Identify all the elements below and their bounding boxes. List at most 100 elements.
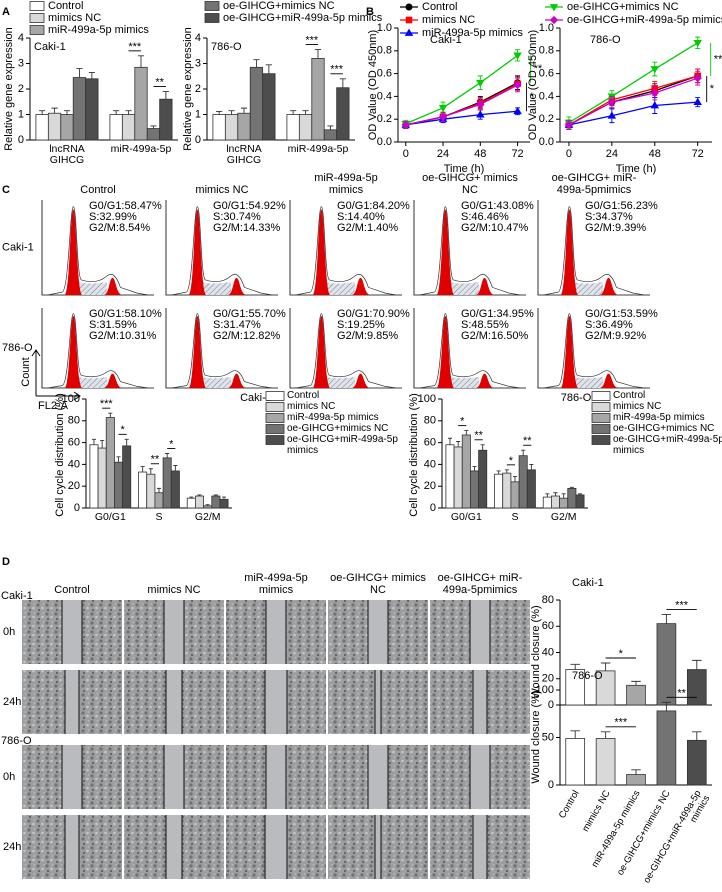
bar <box>461 434 471 509</box>
data-point <box>650 101 660 109</box>
error-bar <box>480 444 485 451</box>
series-line <box>568 77 698 126</box>
legend-label: mimics NC <box>422 14 475 26</box>
s-phase-area <box>572 376 603 388</box>
error-bar <box>216 110 223 115</box>
significance-label: ** <box>534 63 543 75</box>
cell-cycle-stat: S:31.59% <box>89 319 137 331</box>
bar <box>336 87 350 141</box>
y-tick-label: 1 <box>195 108 201 120</box>
chart-title: 786-O <box>590 34 621 46</box>
wound-edge <box>367 600 389 664</box>
error-bar <box>561 493 566 499</box>
wound-gap <box>368 600 388 664</box>
y-axis-label: OD Value (OD 450nm) <box>367 30 379 140</box>
x-axis-label: Time (h) <box>616 163 657 175</box>
legend-label: oe-GIHCG+miR-499a-5p mimics <box>567 14 722 26</box>
cell-cycle-stat: G0/G1:43.08% <box>461 200 534 212</box>
x-tick-label: 0 <box>403 148 409 160</box>
cell-cycle-stat: S:19.25% <box>337 319 385 331</box>
bar <box>286 114 300 141</box>
bar <box>510 481 520 509</box>
bar <box>551 495 560 509</box>
x-axis-label: Time (h) <box>444 163 485 175</box>
s-phase-area <box>324 281 355 295</box>
wound-edge <box>472 670 488 734</box>
wound-gap <box>470 745 490 809</box>
y-axis-label: Count <box>20 357 32 386</box>
bar <box>224 114 239 141</box>
g2-peak <box>599 373 619 388</box>
error-bar <box>464 430 469 435</box>
series-line <box>405 82 518 126</box>
wound-edge <box>165 670 183 734</box>
error-bar <box>165 453 170 458</box>
y-tick-label: 3 <box>18 57 24 69</box>
wound-gap <box>266 600 286 664</box>
y-tick-label: 0.8 <box>377 45 392 57</box>
cell-cycle-stat: G0/G1:54.92% <box>213 200 286 212</box>
bar <box>114 461 123 509</box>
x-tick-label: 24 <box>437 148 449 160</box>
error-bar <box>631 680 641 686</box>
data-point <box>693 97 702 105</box>
error-bar <box>189 496 194 499</box>
wound-gap <box>265 815 287 879</box>
g1-peak <box>312 316 331 388</box>
error-bar <box>570 730 580 739</box>
g1-peak <box>312 209 331 295</box>
legend-label: oe-GIHCG+mimics NC <box>613 423 715 434</box>
wound-edge <box>472 815 488 879</box>
y-tick-label: 0.0 <box>539 136 554 148</box>
bar <box>656 623 677 706</box>
group-label: Caki-1 <box>1 590 33 602</box>
data-point <box>476 79 485 88</box>
significance-label: * <box>169 438 174 450</box>
error-bar <box>447 437 453 445</box>
error-bar <box>521 449 526 456</box>
histogram-outline <box>171 313 273 389</box>
significance-label: *** <box>614 717 628 729</box>
bar <box>565 738 586 786</box>
y-tick-label: 4 <box>18 32 24 44</box>
s-phase-area <box>76 281 107 295</box>
wound-edge <box>64 815 80 879</box>
bar <box>60 114 74 141</box>
bar <box>170 470 180 509</box>
y-tick-label: 2 <box>18 83 24 95</box>
g2-peak <box>475 277 495 295</box>
cell-cycle-stat: G0/G1:58.10% <box>89 308 162 320</box>
bar <box>542 496 552 509</box>
wound-edge <box>61 600 83 664</box>
data-point <box>650 66 660 74</box>
legend-label: mimics NC <box>48 12 101 24</box>
error-bar <box>213 494 218 497</box>
g1-peak <box>188 316 207 388</box>
bar <box>445 444 455 509</box>
chart-title: 786-O <box>561 392 592 404</box>
y-tick-label: 20 <box>542 673 554 685</box>
error-bar <box>88 71 95 79</box>
wound-edge <box>64 670 80 734</box>
error-bar <box>108 412 113 418</box>
chart-title: 786-O <box>572 670 603 682</box>
y-tick-label: 0.4 <box>377 90 392 102</box>
legend-label: oe-GIHCG+miR-499a-5p mimics <box>223 12 383 24</box>
series-line <box>405 83 518 126</box>
legend-swatch <box>265 391 285 401</box>
legend-label: Control <box>613 390 646 401</box>
cell-cycle-stat: G2/M:10.47% <box>461 222 528 234</box>
error-bar <box>76 68 83 78</box>
bar <box>502 472 512 509</box>
y-tick-label: 20 <box>68 480 80 492</box>
wound-edge <box>469 745 491 809</box>
error-bar <box>577 493 583 495</box>
y-tick-label: 0 <box>548 699 554 711</box>
cell-cycle-stat: S:46.46% <box>461 211 509 223</box>
cell-cycle-stat: S:34.37% <box>585 211 633 223</box>
y-tick-label: 20 <box>424 480 436 492</box>
panel-label: A <box>2 6 10 18</box>
s-phase-area <box>76 376 107 388</box>
x-tick-label: 0 <box>566 148 572 160</box>
g2-peak <box>103 373 123 388</box>
